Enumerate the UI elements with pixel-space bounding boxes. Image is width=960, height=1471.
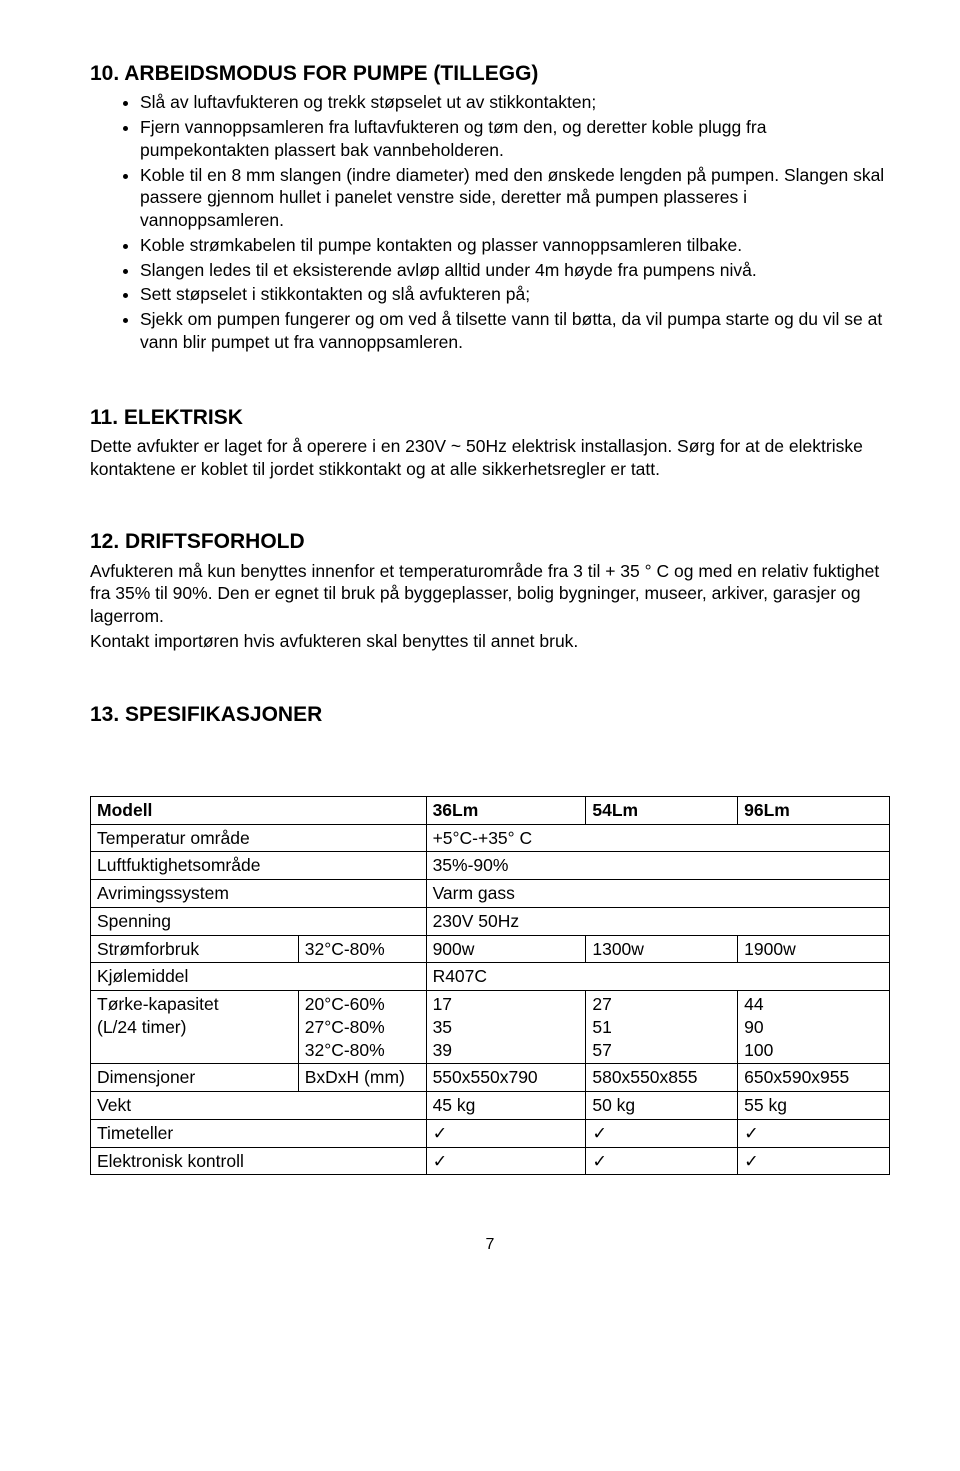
- list-item: Slangen ledes til et eksisterende avløp …: [140, 259, 890, 282]
- cell-hour-96: ✓: [738, 1119, 890, 1147]
- cell-power-label: Strømforbruk: [91, 935, 299, 963]
- cell-hour-54: ✓: [586, 1119, 738, 1147]
- table-row: Kjølemiddel R407C: [91, 963, 890, 991]
- cell-temp-label: Temperatur område: [91, 824, 427, 852]
- table-row: Vekt 45 kg 50 kg 55 kg: [91, 1092, 890, 1120]
- cell-elec-96: ✓: [738, 1147, 890, 1175]
- cell-dim-label: Dimensjoner: [91, 1064, 299, 1092]
- cell-refr-label: Kjølemiddel: [91, 963, 427, 991]
- cell-dim-96: 650x590x955: [738, 1064, 890, 1092]
- table-row: Tørke-kapasitet (L/24 timer) 20°C-60% 27…: [91, 991, 890, 1064]
- cell-cap-54: 27 51 57: [586, 991, 738, 1064]
- section-10-list: Slå av luftavfukteren og trekk støpselet…: [90, 91, 890, 353]
- cell-elec-54: ✓: [586, 1147, 738, 1175]
- spec-table: Modell 36Lm 54Lm 96Lm Temperatur område …: [90, 796, 890, 1176]
- cell-refr-value: R407C: [426, 963, 889, 991]
- table-row: Timeteller ✓ ✓ ✓: [91, 1119, 890, 1147]
- list-item: Fjern vannoppsamleren fra luftavfukteren…: [140, 116, 890, 162]
- section-11-title: 11. ELEKTRISK: [90, 404, 890, 431]
- cell-cap-36: 17 35 39: [426, 991, 586, 1064]
- cell-dim-54: 580x550x855: [586, 1064, 738, 1092]
- cell-power-96: 1900w: [738, 935, 890, 963]
- cell-model-36: 36Lm: [426, 796, 586, 824]
- cell-model-label: Modell: [91, 796, 427, 824]
- cell-hour-36: ✓: [426, 1119, 586, 1147]
- table-row: Dimensjoner BxDxH (mm) 550x550x790 580x5…: [91, 1064, 890, 1092]
- cell-dim-unit: BxDxH (mm): [298, 1064, 426, 1092]
- list-item: Slå av luftavfukteren og trekk støpselet…: [140, 91, 890, 114]
- section-11-text: Dette avfukter er laget for å operere i …: [90, 435, 890, 481]
- cell-weight-54: 50 kg: [586, 1092, 738, 1120]
- table-row: Spenning 230V 50Hz: [91, 907, 890, 935]
- list-item: Koble til en 8 mm slangen (indre diamete…: [140, 164, 890, 232]
- cell-cap-label: Tørke-kapasitet (L/24 timer): [91, 991, 299, 1064]
- table-row: Temperatur område +5°C-+35° C: [91, 824, 890, 852]
- section-13-title: 13. SPESIFIKASJONER: [90, 701, 890, 728]
- cell-temp-value: +5°C-+35° C: [426, 824, 889, 852]
- cell-model-54: 54Lm: [586, 796, 738, 824]
- section-10-title: 10. ARBEIDSMODUS FOR PUMPE (TILLEGG): [90, 60, 890, 87]
- table-row: Luftfuktighetsområde 35%-90%: [91, 852, 890, 880]
- cell-dim-36: 550x550x790: [426, 1064, 586, 1092]
- cell-volt-value: 230V 50Hz: [426, 907, 889, 935]
- list-item: Sett støpselet i stikkontakten og slå av…: [140, 283, 890, 306]
- table-row: Strømforbruk 32°C-80% 900w 1300w 1900w: [91, 935, 890, 963]
- cell-humid-label: Luftfuktighetsområde: [91, 852, 427, 880]
- cell-weight-96: 55 kg: [738, 1092, 890, 1120]
- cell-power-cond: 32°C-80%: [298, 935, 426, 963]
- table-row: Avrimingssystem Varm gass: [91, 880, 890, 908]
- section-12-title: 12. DRIFTSFORHOLD: [90, 528, 890, 555]
- cell-defrost-label: Avrimingssystem: [91, 880, 427, 908]
- table-row: Modell 36Lm 54Lm 96Lm: [91, 796, 890, 824]
- cell-humid-value: 35%-90%: [426, 852, 889, 880]
- cell-power-54: 1300w: [586, 935, 738, 963]
- section-12-text-2: Kontakt importøren hvis avfukteren skal …: [90, 630, 890, 653]
- cell-elec-label: Elektronisk kontroll: [91, 1147, 427, 1175]
- cell-elec-36: ✓: [426, 1147, 586, 1175]
- section-12-text-1: Avfukteren må kun benyttes innenfor et t…: [90, 560, 890, 628]
- page-number: 7: [90, 1235, 890, 1256]
- cell-weight-36: 45 kg: [426, 1092, 586, 1120]
- cell-cap-cond: 20°C-60% 27°C-80% 32°C-80%: [298, 991, 426, 1064]
- list-item: Sjekk om pumpen fungerer og om ved å til…: [140, 308, 890, 354]
- cell-hour-label: Timeteller: [91, 1119, 427, 1147]
- table-row: Elektronisk kontroll ✓ ✓ ✓: [91, 1147, 890, 1175]
- cell-weight-label: Vekt: [91, 1092, 427, 1120]
- cell-model-96: 96Lm: [738, 796, 890, 824]
- cell-volt-label: Spenning: [91, 907, 427, 935]
- list-item: Koble strømkabelen til pumpe kontakten o…: [140, 234, 890, 257]
- cell-cap-96: 44 90 100: [738, 991, 890, 1064]
- cell-power-36: 900w: [426, 935, 586, 963]
- cell-defrost-value: Varm gass: [426, 880, 889, 908]
